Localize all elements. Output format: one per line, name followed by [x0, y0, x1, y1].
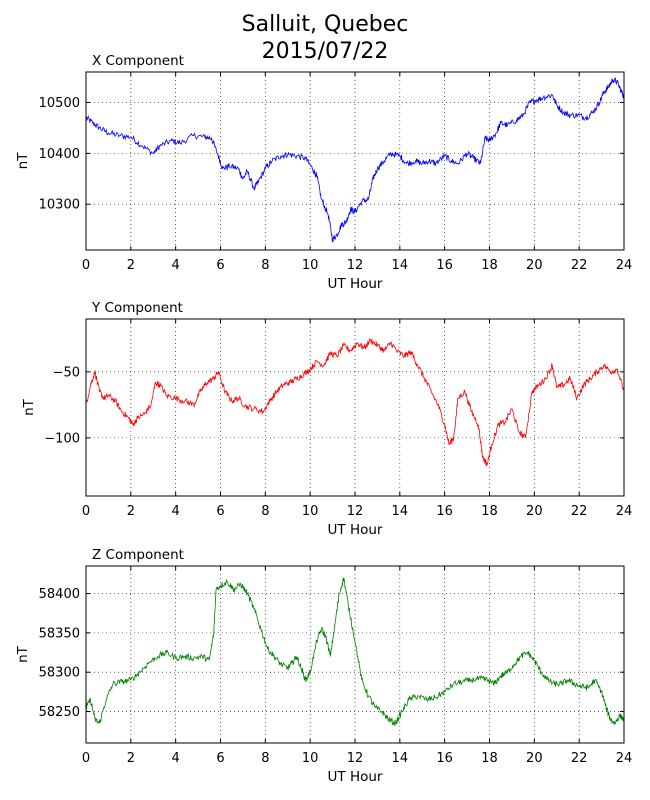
x-tick-label: 12 [347, 751, 364, 766]
y-tick-label: 58250 [39, 705, 80, 720]
x-tick-label: 0 [82, 258, 90, 273]
series-line [85, 577, 625, 726]
x-tick-label: 22 [571, 258, 588, 273]
x-tick-label: 8 [261, 258, 269, 273]
y-tick-label: −100 [44, 431, 80, 446]
x-tick-label: 6 [216, 751, 224, 766]
y-axis-label: nT [15, 152, 31, 170]
y-tick-label: 10300 [39, 198, 80, 213]
x-tick-label: 6 [216, 504, 224, 519]
x-tick-label: 4 [172, 751, 180, 766]
x-tick-label: 18 [481, 751, 498, 766]
x-tick-label: 22 [571, 751, 588, 766]
x-tick-label: 10 [302, 504, 319, 519]
y-tick-label: −50 [53, 365, 80, 380]
x-tick-label: 8 [261, 504, 269, 519]
x-tick-label: 22 [571, 504, 588, 519]
y-axis-label: nT [21, 398, 37, 416]
x-axis-label: UT Hour [328, 769, 383, 785]
x-tick-label: 10 [302, 258, 319, 273]
x-axis-label: UT Hour [328, 276, 383, 292]
x-tick-label: 2 [127, 258, 135, 273]
y-tick-label: 10400 [39, 147, 80, 162]
x-axis-label: UT Hour [328, 522, 383, 538]
x-tick-label: 16 [436, 258, 453, 273]
x-tick-label: 0 [82, 504, 90, 519]
x-tick-label: 4 [172, 504, 180, 519]
x-tick-label: 16 [436, 504, 453, 519]
x-tick-label: 20 [526, 258, 543, 273]
x-tick-label: 20 [526, 751, 543, 766]
x-tick-label: 18 [481, 504, 498, 519]
panel-title: X Component [92, 53, 184, 69]
figure-title-line2: 2015/07/22 [261, 39, 389, 64]
panel-title: Z Component [92, 547, 184, 563]
y-axis-label: nT [15, 645, 31, 663]
x-tick-label: 16 [436, 751, 453, 766]
x-tick-label: 2 [127, 751, 135, 766]
y-tick-label: 58400 [39, 587, 80, 602]
x-tick-label: 18 [481, 258, 498, 273]
x-tick-label: 0 [82, 751, 90, 766]
x-tick-label: 12 [347, 504, 364, 519]
x-tick-label: 24 [616, 751, 633, 766]
series-line [85, 77, 625, 243]
x-tick-label: 2 [127, 504, 135, 519]
figure-title-line1: Salluit, Quebec [241, 12, 409, 37]
x-tick-label: 6 [216, 258, 224, 273]
x-tick-label: 8 [261, 751, 269, 766]
x-tick-label: 14 [392, 258, 409, 273]
panel-title: Y Component [91, 300, 183, 316]
y-tick-label: 10500 [39, 96, 80, 111]
figure-title: Salluit, Quebec 2015/07/22 [0, 11, 650, 65]
x-tick-label: 4 [172, 258, 180, 273]
x-tick-label: 10 [302, 751, 319, 766]
y-tick-label: 58300 [39, 666, 80, 681]
series-line [85, 338, 625, 467]
panel-3: 0 2 4 6 8 10 12 14 16 18 20 22 245825058300583505840… [15, 547, 632, 785]
x-tick-label: 12 [347, 258, 364, 273]
x-tick-label: 14 [392, 751, 409, 766]
x-tick-label: 24 [616, 258, 633, 273]
x-tick-label: 24 [616, 504, 633, 519]
x-tick-label: 14 [392, 504, 409, 519]
x-tick-label: 20 [526, 504, 543, 519]
y-tick-label: 58350 [39, 626, 80, 641]
